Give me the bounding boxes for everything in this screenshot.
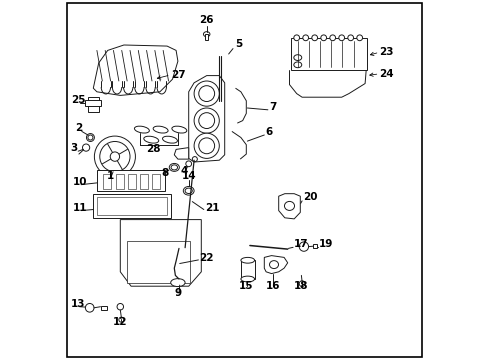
Bar [88, 97, 99, 112]
Text: 9: 9 [174, 288, 181, 298]
Text: 13: 13 [71, 299, 85, 309]
Circle shape [192, 157, 197, 162]
Ellipse shape [293, 55, 301, 60]
Circle shape [299, 242, 308, 251]
Text: 11: 11 [72, 203, 87, 213]
Circle shape [320, 35, 326, 41]
Circle shape [311, 35, 317, 41]
Ellipse shape [143, 136, 159, 143]
Polygon shape [264, 256, 287, 274]
Text: 27: 27 [170, 70, 185, 80]
Circle shape [86, 134, 94, 141]
Circle shape [82, 144, 89, 151]
Ellipse shape [170, 279, 185, 287]
Bar [97, 170, 165, 191]
Polygon shape [188, 76, 224, 162]
Text: 10: 10 [72, 177, 87, 188]
Polygon shape [278, 194, 300, 219]
Bar [152, 174, 160, 189]
Text: 8: 8 [161, 168, 168, 179]
Text: 7: 7 [268, 102, 276, 112]
Circle shape [299, 281, 305, 287]
Ellipse shape [293, 62, 301, 68]
Circle shape [194, 133, 219, 158]
Text: 22: 22 [199, 253, 214, 263]
Bar [140, 174, 148, 189]
Text: 14: 14 [182, 171, 196, 181]
Bar [127, 241, 190, 283]
Ellipse shape [241, 257, 254, 263]
Text: 18: 18 [293, 282, 307, 292]
Circle shape [194, 108, 219, 133]
Bar [241, 260, 254, 279]
Bar [93, 194, 170, 218]
Text: 26: 26 [199, 15, 214, 26]
Ellipse shape [134, 126, 149, 133]
Ellipse shape [162, 136, 177, 143]
Circle shape [85, 303, 94, 312]
Circle shape [110, 152, 120, 161]
Bar [127, 174, 136, 189]
Text: 2: 2 [75, 123, 82, 134]
Ellipse shape [203, 32, 209, 37]
Text: 1: 1 [107, 171, 114, 181]
Circle shape [185, 161, 191, 167]
Bar [101, 306, 107, 310]
Ellipse shape [185, 188, 192, 194]
Circle shape [199, 86, 214, 102]
Ellipse shape [183, 186, 194, 195]
Ellipse shape [169, 163, 179, 171]
Circle shape [199, 138, 214, 154]
Text: 24: 24 [379, 69, 393, 79]
Polygon shape [93, 45, 178, 95]
Ellipse shape [284, 202, 294, 210]
Bar [205, 34, 208, 40]
Ellipse shape [241, 276, 254, 282]
Circle shape [356, 35, 362, 41]
Circle shape [88, 135, 93, 140]
Text: 28: 28 [146, 144, 161, 154]
Circle shape [338, 35, 344, 41]
Text: 15: 15 [239, 282, 253, 292]
Text: 25: 25 [71, 95, 85, 105]
Text: 5: 5 [235, 39, 242, 49]
Text: 4: 4 [181, 166, 188, 176]
Ellipse shape [153, 126, 168, 133]
Text: 6: 6 [265, 127, 272, 137]
Polygon shape [174, 148, 188, 159]
Ellipse shape [171, 126, 186, 133]
Bar [312, 244, 317, 248]
Bar [97, 197, 167, 215]
Text: 3: 3 [70, 143, 77, 153]
Text: 21: 21 [204, 203, 219, 213]
Circle shape [199, 113, 214, 129]
Circle shape [347, 35, 353, 41]
Text: 17: 17 [294, 239, 308, 249]
Bar [103, 174, 111, 189]
Bar [115, 174, 123, 189]
Ellipse shape [269, 261, 278, 269]
Ellipse shape [171, 165, 177, 170]
Circle shape [100, 141, 130, 172]
Circle shape [119, 317, 123, 322]
Circle shape [94, 136, 135, 177]
Text: 23: 23 [379, 47, 393, 57]
Text: 16: 16 [265, 282, 279, 292]
Text: 12: 12 [113, 317, 127, 327]
Circle shape [329, 35, 335, 41]
Circle shape [117, 303, 123, 310]
Circle shape [293, 35, 299, 41]
Text: 20: 20 [302, 192, 317, 202]
Polygon shape [120, 220, 201, 286]
Circle shape [302, 35, 308, 41]
Circle shape [194, 81, 219, 106]
Text: 19: 19 [318, 239, 333, 249]
Bar [291, 38, 366, 70]
Bar [85, 100, 101, 106]
